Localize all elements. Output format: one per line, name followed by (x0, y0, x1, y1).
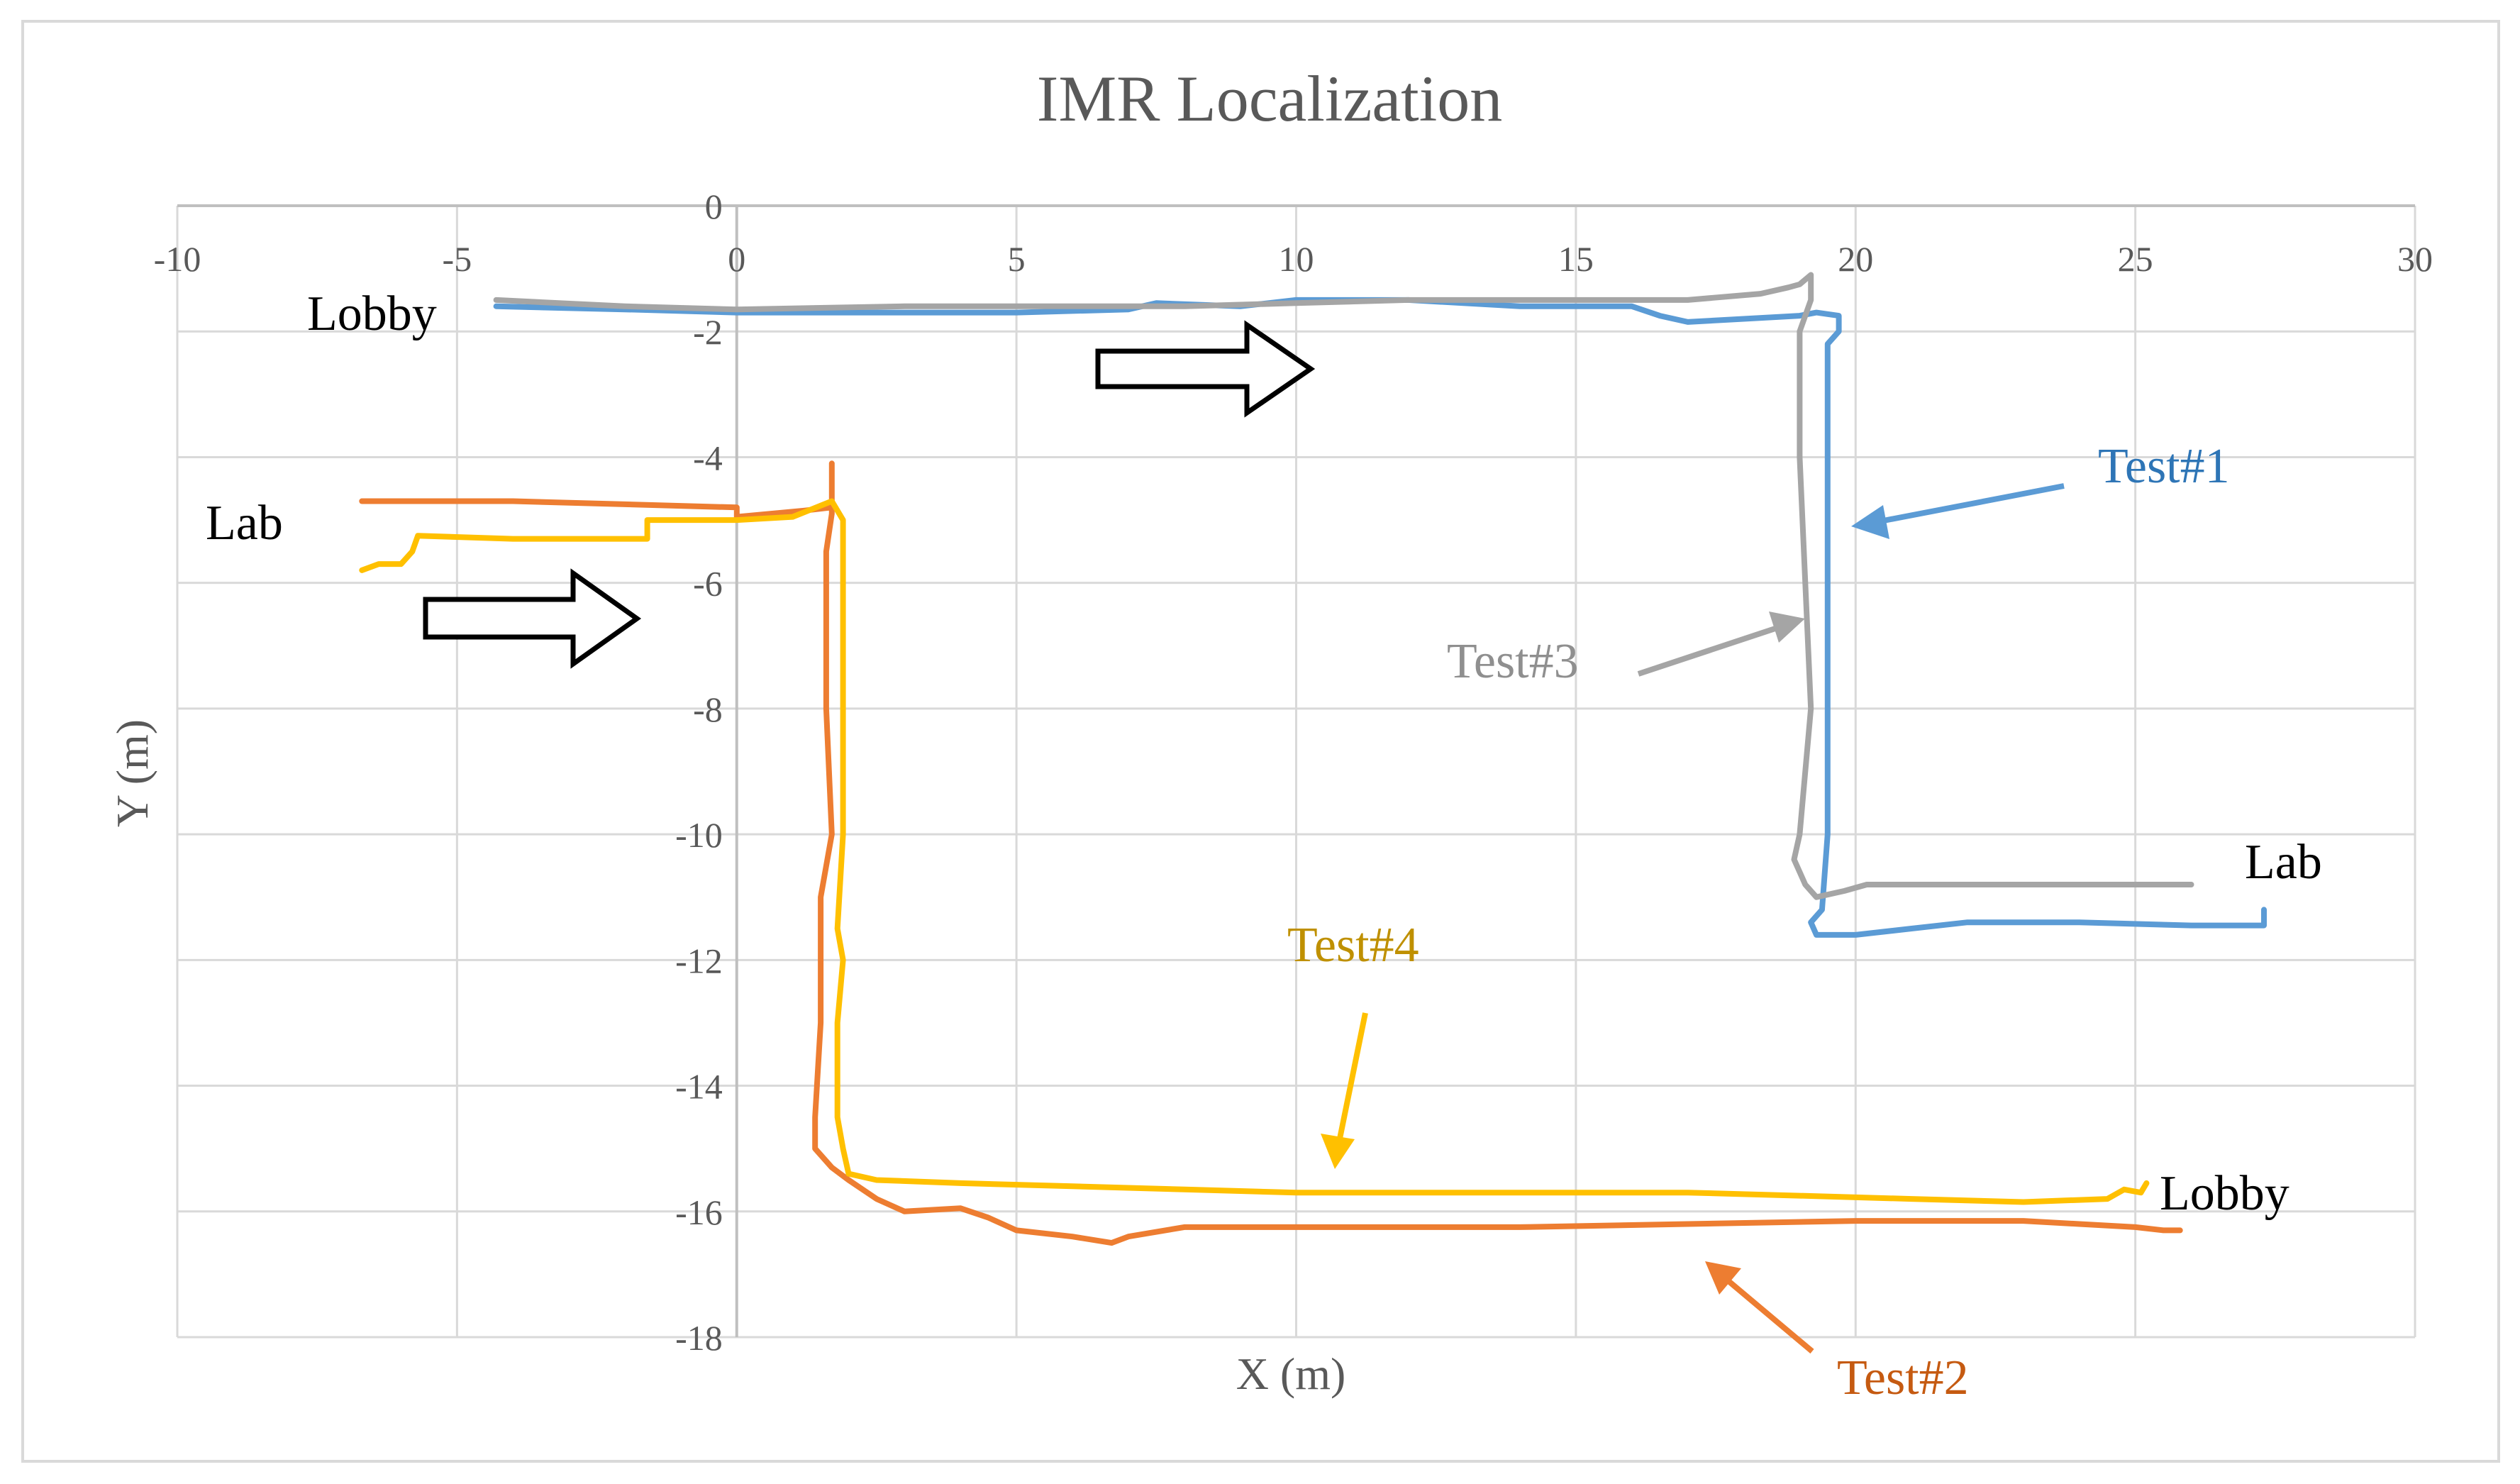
y-tick-label: -14 (675, 1067, 723, 1107)
pointer-test4-head (1321, 1134, 1355, 1169)
y-tick-labels: 0 -2 -4 -6 -8 -10 -12 -14 -16 -18 (675, 187, 723, 1358)
y-tick-label: -12 (675, 941, 723, 980)
pointer-test2 (1721, 1274, 1814, 1354)
direction-arrow-top (1095, 320, 1316, 418)
x-tick-label: 20 (1838, 239, 1873, 279)
annotation-lobby-start: Lobby (307, 287, 437, 341)
series-line-test1 (493, 297, 2267, 938)
x-tick-label: -5 (443, 239, 472, 279)
pointer-test2-head (1705, 1261, 1741, 1295)
x-tick-label: 25 (2118, 239, 2153, 279)
label-test1: Test#1 (2098, 439, 2230, 494)
direction-arrow-left (423, 568, 642, 669)
y-tick-label: -18 (675, 1318, 723, 1358)
chart-title: IMR Localization (1037, 62, 1503, 135)
axes (177, 204, 2415, 1337)
series-group (359, 272, 2267, 1246)
series-line-test3 (493, 272, 2194, 900)
y-axis-label: Y (m) (107, 719, 157, 827)
annotation-lobby-end: Lobby (2160, 1166, 2289, 1221)
x-tick-label: 10 (1279, 239, 1314, 279)
y-tick-label: -8 (693, 690, 723, 729)
annotation-lab-start: Lab (206, 496, 283, 550)
series-line-test2 (359, 460, 2183, 1246)
y-tick-label: -6 (693, 564, 723, 604)
pointer-test1-head (1851, 505, 1889, 539)
x-tick-label: 15 (1558, 239, 1594, 279)
series-line-test4 (359, 498, 2150, 1205)
y-tick-label: 0 (705, 187, 723, 226)
label-test4: Test#4 (1287, 918, 1419, 973)
y-tick-label: -16 (675, 1192, 723, 1232)
x-tick-label: 0 (728, 239, 745, 279)
pointer-arrows (1321, 483, 2065, 1354)
pointer-test1 (1872, 483, 2065, 526)
pointer-test4 (1336, 1012, 1368, 1143)
x-axis-label: X (m) (1236, 1349, 1346, 1399)
y-tick-label: -2 (693, 312, 723, 352)
x-tick-label: 30 (2397, 239, 2433, 279)
label-test3: Test#3 (1447, 634, 1579, 689)
x-tick-label: 5 (1008, 239, 1026, 279)
x-tick-label: -10 (154, 239, 201, 279)
label-test2: Test#2 (1837, 1351, 1969, 1405)
y-tick-label: -10 (675, 815, 723, 855)
pointer-test3 (1637, 623, 1785, 677)
y-tick-label: -4 (693, 438, 723, 477)
annotation-lab-end: Lab (2245, 835, 2322, 890)
x-tick-labels: -10 -5 0 5 10 15 20 25 30 (154, 239, 2433, 279)
pointer-test3-head (1769, 611, 1805, 643)
